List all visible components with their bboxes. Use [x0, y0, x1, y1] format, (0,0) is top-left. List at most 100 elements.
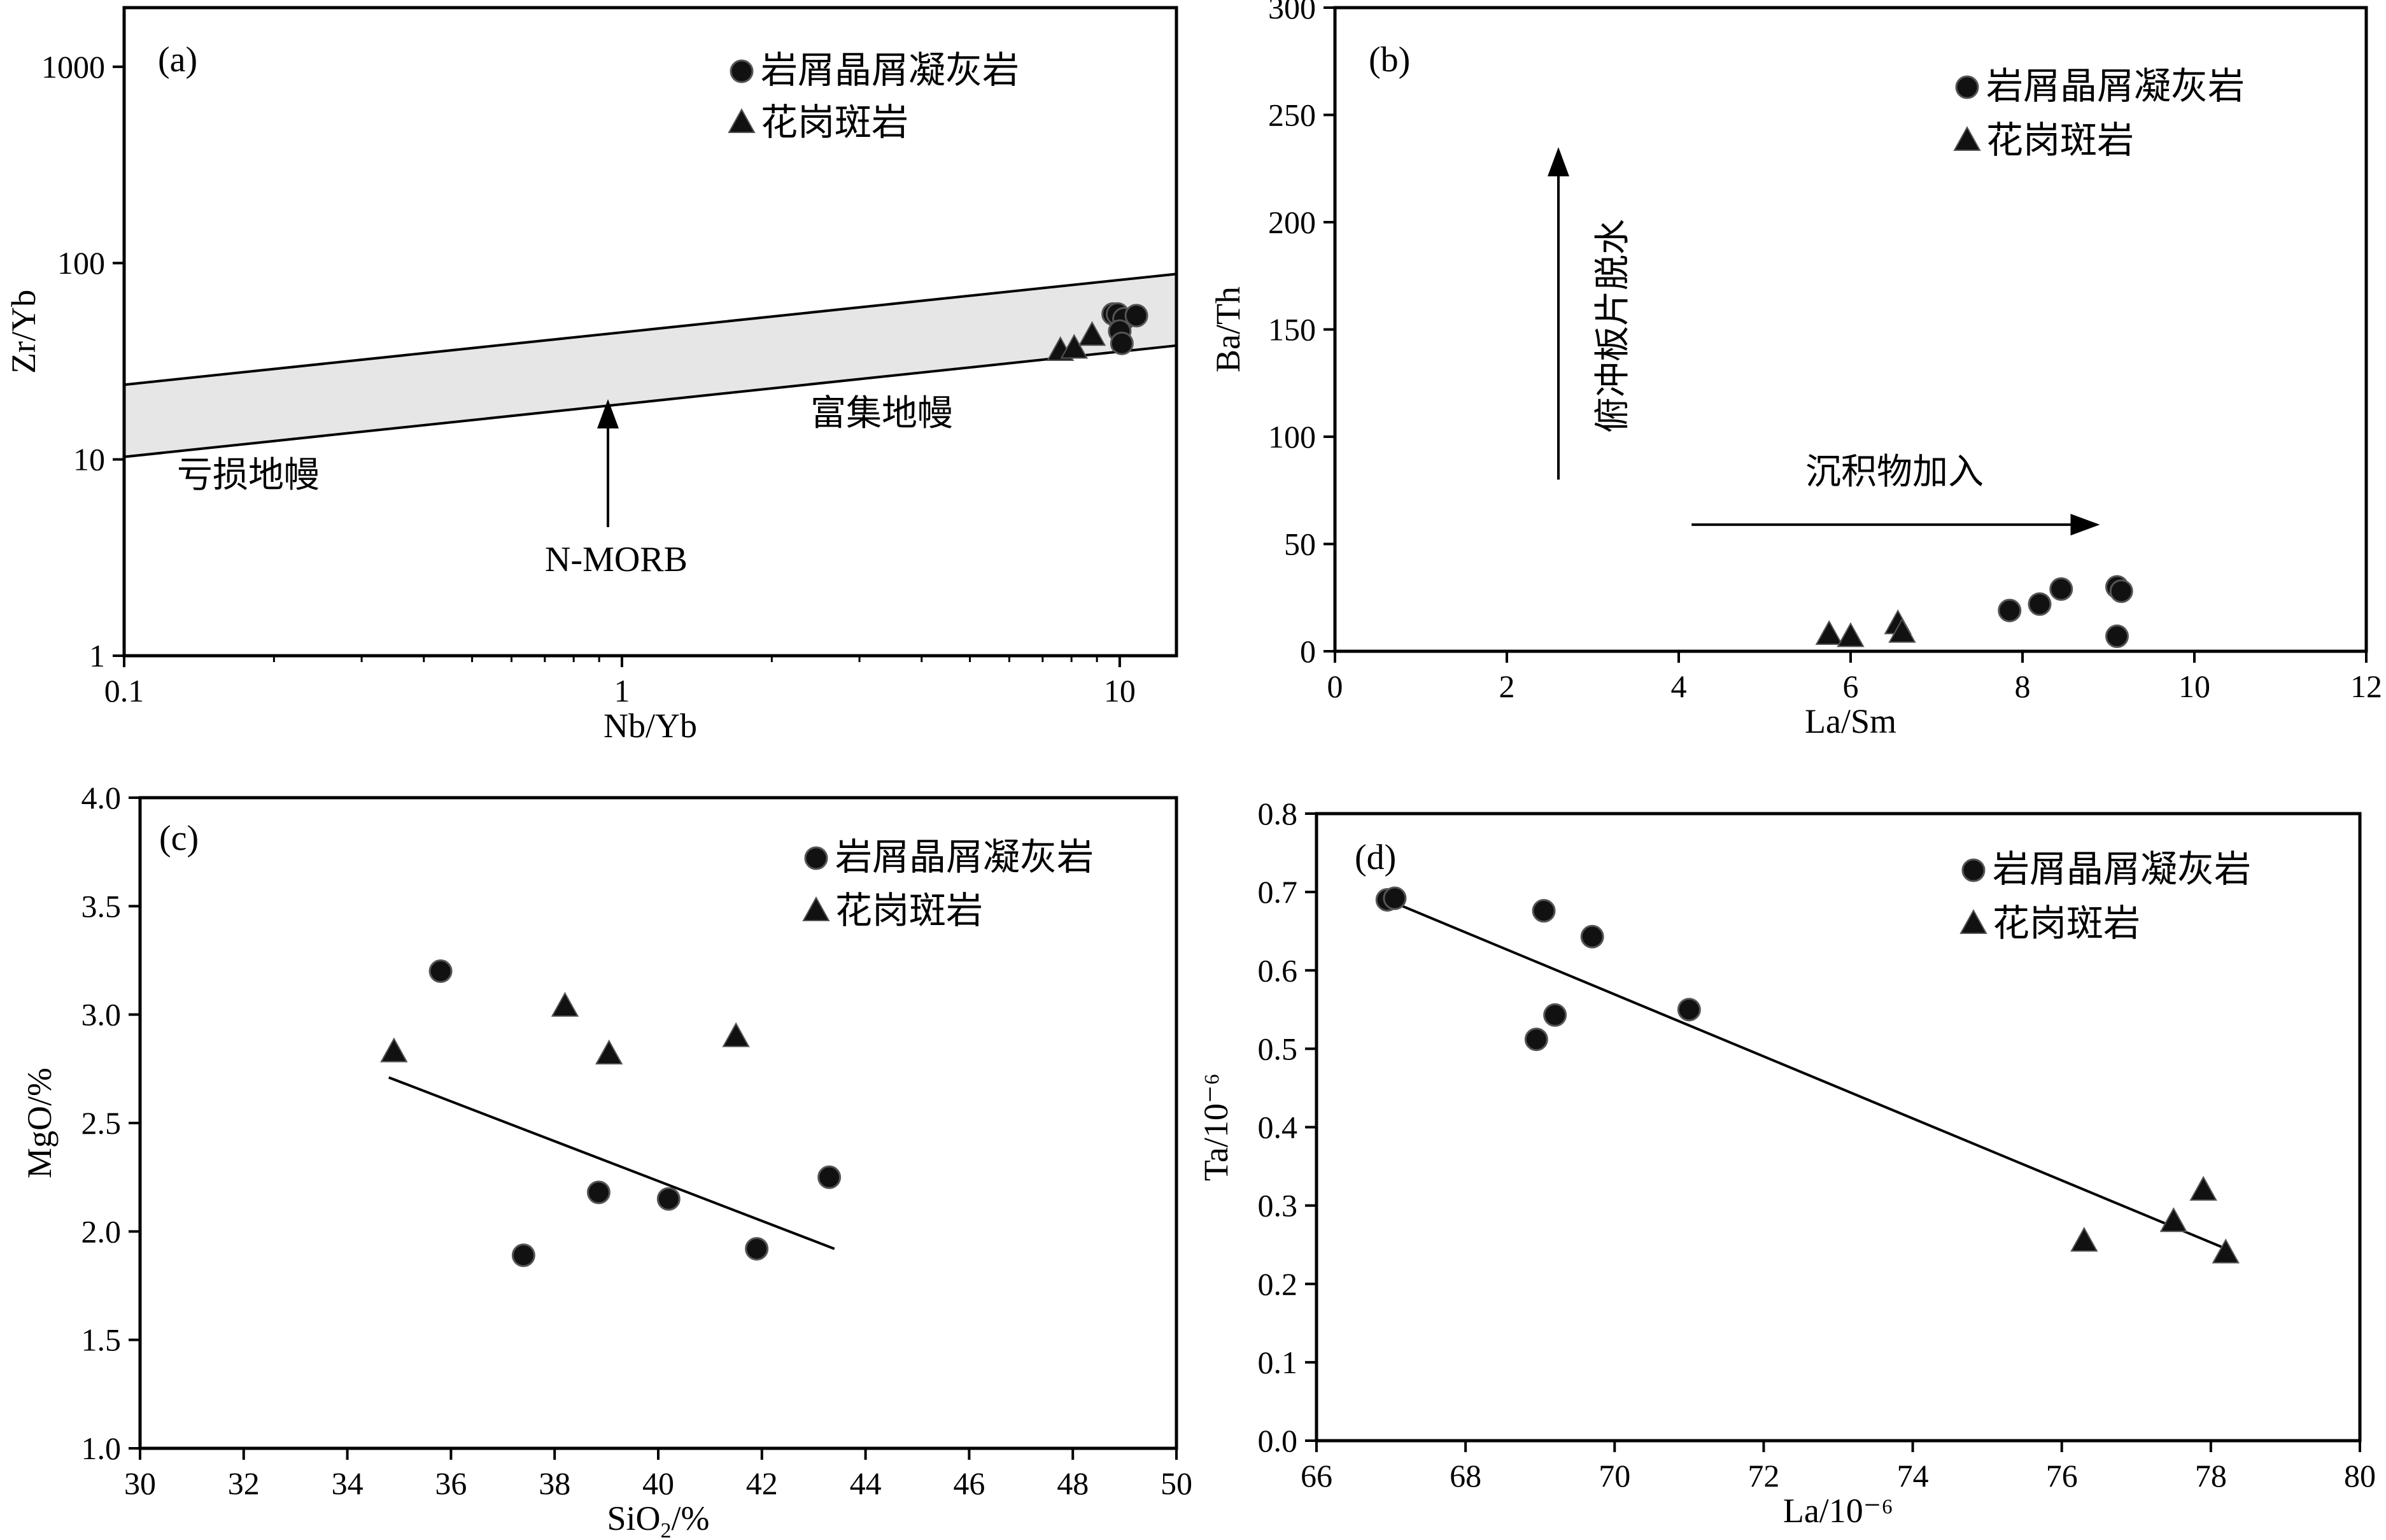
x-tick-label: 76 [2046, 1458, 2078, 1494]
n-morb-arrow-head [597, 399, 619, 428]
panel-label: (b) [1369, 40, 1410, 80]
y-axis-label: MgO/% [20, 1068, 59, 1178]
x-tick-label: 70 [1599, 1458, 1630, 1494]
y-tick-label: 0.6 [1258, 952, 1298, 988]
x-tick-label: 80 [2344, 1458, 2376, 1494]
legend-circle-marker [1955, 75, 1979, 99]
legend-triangle-marker [1953, 125, 1981, 151]
y-tick-label: 0.7 [1258, 874, 1298, 910]
granite-porphyry-point [722, 1022, 750, 1047]
y-tick-label: 2.0 [81, 1213, 122, 1249]
y-tick-label: 3.5 [81, 888, 122, 924]
trend-line [388, 1076, 835, 1250]
legend-label: 岩屑晶屑凝灰岩 [1986, 66, 2245, 107]
x-tick-label: 1 [614, 673, 630, 709]
y-tick-label: 100 [57, 245, 105, 281]
panel-c: 30 32 34 36 38 40 42 44 46 48 50 1.0 1.5 2.0 2.5 3.0 3.5… [20, 780, 1192, 1540]
y-tick-label: 0 [1300, 633, 1316, 669]
x-tick-label: 38 [539, 1466, 570, 1501]
y-tick-label: 200 [1268, 204, 1316, 240]
tuff-point [1543, 1003, 1567, 1027]
y-tick-label: 0.1 [1258, 1345, 1298, 1380]
tuff-point [1998, 598, 2022, 623]
y-tick-label: 150 [1268, 312, 1316, 348]
legend-label: 花岗斑岩 [1986, 120, 2134, 161]
tuff-point [817, 1165, 842, 1189]
legend-label: 花岗斑岩 [761, 102, 908, 143]
legend-label: 岩屑晶屑凝灰岩 [1993, 849, 2251, 890]
granite-porphyry-point [2189, 1175, 2217, 1201]
y-tick-label: 0.2 [1258, 1266, 1298, 1302]
y-tick-label: 4.0 [81, 780, 122, 816]
x-tick-label: 40 [642, 1466, 674, 1501]
x-tick-label: 50 [1161, 1466, 1192, 1501]
x-axis-label: SiO2/% [607, 1499, 709, 1540]
legend-label: 岩屑晶屑凝灰岩 [835, 837, 1094, 878]
tuff-point [656, 1187, 681, 1211]
annotation-label: 俯冲板片脱水 [1593, 219, 1633, 433]
x-tick-label: 68 [1450, 1458, 1481, 1494]
y-tick-label: 0.3 [1258, 1188, 1298, 1224]
x-tick-label: 6 [1843, 668, 1859, 704]
band-upper-line [124, 272, 1177, 386]
x-tick-label: 74 [1897, 1458, 1929, 1494]
x-tick-label: 72 [1747, 1458, 1779, 1494]
panel-label: (a) [158, 40, 197, 80]
legend-label: 岩屑晶屑凝灰岩 [761, 50, 1019, 91]
y-tick-label: 1000 [41, 49, 105, 85]
tuff-point [511, 1243, 535, 1268]
x-axis-label: Nb/Yb [604, 707, 697, 745]
panel-a: 0.1 1 101101001000Nb/YbZr/Yb(a)亏损地幔富集地幔N-M… [4, 6, 1178, 745]
tuff-point [428, 959, 453, 984]
granite-porphyry-point [1888, 618, 1916, 643]
y-axis-label: Ba/Th [1209, 286, 1247, 372]
tuff-point [1580, 924, 1604, 949]
y-axis-label: Zr/Yb [4, 290, 43, 374]
trend-line [1387, 898, 2227, 1250]
x-tick-label: 8 [2015, 668, 2031, 704]
sediment-arrow-head [2070, 514, 2100, 536]
y-tick-label: 0.4 [1258, 1110, 1298, 1145]
annotation-label: 沉积物加入 [1805, 453, 1984, 492]
x-tick-label: 30 [124, 1466, 156, 1501]
x-tick-label: 10 [1104, 673, 1136, 709]
x-tick-label: 78 [2195, 1458, 2227, 1494]
x-tick-label: 36 [435, 1466, 467, 1501]
x-tick-label: 4 [1671, 668, 1687, 704]
tuff-point [745, 1237, 769, 1261]
granite-porphyry-point [1078, 321, 1106, 346]
legend-label: 花岗斑岩 [835, 890, 983, 931]
tuff-point [1524, 1028, 1548, 1052]
tuff-point [1124, 304, 1148, 328]
x-tick-label: 48 [1057, 1466, 1089, 1501]
x-axis-label: La/10⁻⁶ [1783, 1492, 1893, 1530]
x-tick-label: 32 [228, 1466, 260, 1501]
annotation-label: 富集地幔 [810, 394, 953, 434]
granite-porphyry-point [1060, 334, 1089, 359]
band-lower-line [124, 344, 1177, 458]
x-tick-label: 44 [850, 1466, 882, 1501]
panel-label: (d) [1355, 838, 1396, 877]
tuff-point [1383, 886, 1407, 910]
granite-porphyry-point [595, 1039, 623, 1064]
legend-circle-marker [1961, 858, 1986, 882]
x-tick-label: 2 [1499, 668, 1515, 704]
y-tick-label: 3.0 [81, 997, 122, 1033]
tuff-point [2105, 624, 2129, 648]
y-tick-label: 0.8 [1258, 796, 1298, 831]
tuff-point [1532, 899, 1556, 923]
granite-porphyry-point [1837, 622, 1865, 647]
y-tick-label: 1 [89, 638, 105, 674]
panel-b: 0 2 4 6 8 10 12 0 50 100 150 200 250 300 La/Sm Ba/Th (b)… [1209, 0, 2382, 740]
tuff-point [586, 1180, 611, 1204]
panel-label: (c) [159, 819, 199, 858]
y-tick-label: 0.5 [1258, 1031, 1298, 1066]
dehydration-arrow-head [1548, 147, 1569, 177]
granite-porphyry-point [1815, 619, 1843, 646]
tuff-point [1110, 331, 1134, 355]
